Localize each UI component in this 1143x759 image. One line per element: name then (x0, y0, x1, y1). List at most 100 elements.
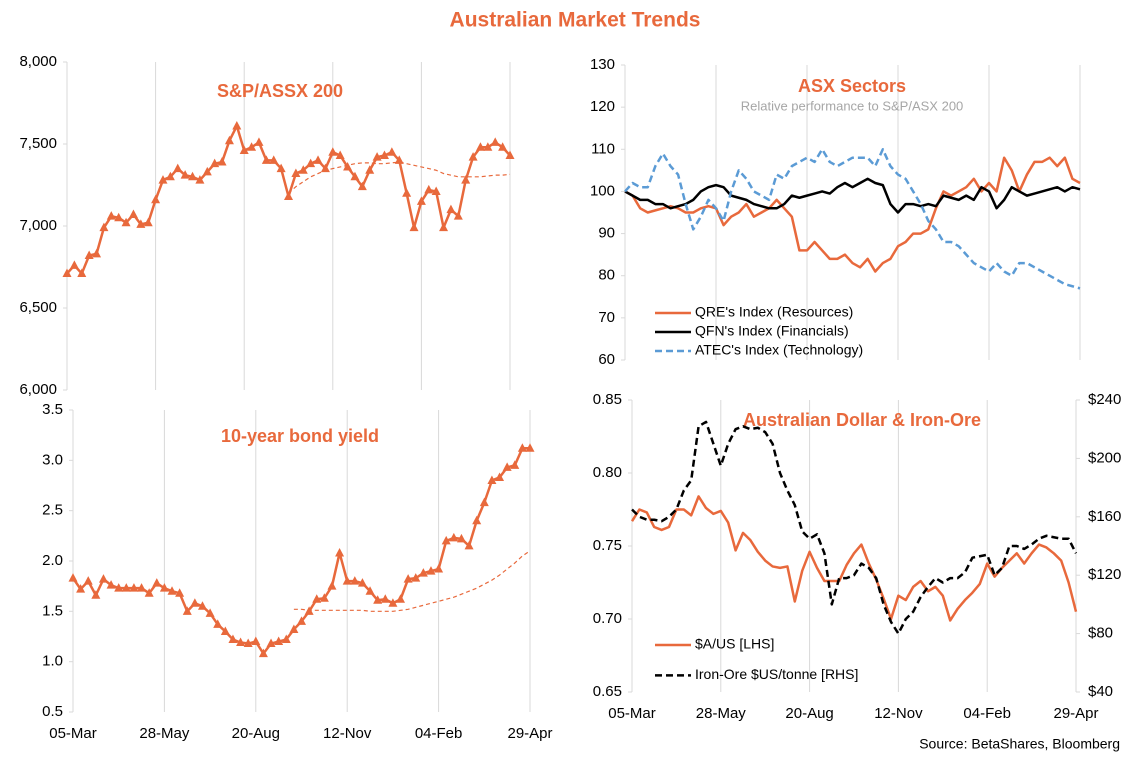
y-tick-label: 0.80 (593, 464, 622, 481)
point-marker (379, 150, 389, 159)
y-tick-label: 3.5 (42, 401, 63, 418)
point-marker (446, 204, 456, 214)
series-line (624, 156, 1081, 273)
chart-title: ASX Sectors (798, 76, 906, 96)
point-marker (92, 248, 102, 258)
legend-label: QFN's Index (Financials) (695, 323, 849, 339)
y-tick-label: 6,500 (19, 299, 57, 316)
point-marker (167, 586, 177, 595)
point-marker (456, 533, 466, 543)
point-marker (439, 222, 449, 232)
point-marker (68, 573, 78, 582)
point-marker (327, 581, 337, 590)
point-marker (197, 601, 207, 610)
y-tick-label: 2.0 (42, 552, 63, 569)
point-marker (335, 150, 345, 159)
point-marker (239, 145, 249, 155)
point-marker (99, 222, 109, 232)
y-tick-label: 7,500 (19, 135, 57, 152)
y-tick-label: 8,000 (19, 53, 57, 70)
x-tick-label: 20-Aug (785, 705, 833, 722)
point-marker (487, 475, 497, 484)
y-tick-label: 80 (598, 267, 615, 284)
y-tick-label: 0.85 (593, 391, 622, 408)
point-marker (151, 194, 161, 204)
x-tick-label: 04-Feb (415, 725, 463, 742)
y2-tick-label: $120 (1088, 566, 1121, 583)
point-marker (479, 497, 489, 507)
point-marker (228, 634, 238, 644)
point-marker (495, 472, 505, 481)
y2-tick-label: $40 (1088, 683, 1113, 700)
point-marker (152, 578, 162, 587)
point-marker (69, 260, 79, 269)
point-marker (254, 137, 264, 146)
point-marker (297, 616, 306, 625)
point-marker (276, 163, 286, 173)
point-marker (236, 637, 246, 647)
point-marker (449, 532, 459, 542)
point-marker (158, 175, 168, 184)
point-marker (319, 593, 329, 602)
x-tick-label: 12-Nov (323, 725, 372, 742)
point-marker (136, 219, 146, 228)
source-note: Source: BetaShares, Bloomberg (919, 736, 1120, 752)
y-tick-label: 0.75 (593, 537, 622, 554)
chart-title: Australian Dollar & Iron-Ore (743, 410, 981, 430)
point-marker (441, 535, 451, 545)
point-marker (402, 188, 412, 197)
y-tick-label: 1.5 (42, 602, 63, 619)
point-marker (251, 636, 261, 646)
point-marker (175, 588, 185, 597)
chart-subtitle: Relative performance to S&P/ASX 200 (741, 98, 964, 113)
x-tick-label: 20-Aug (232, 725, 280, 742)
point-marker (213, 619, 223, 628)
x-tick-label: 29-Apr (507, 725, 552, 742)
point-marker (483, 142, 493, 151)
point-marker (306, 158, 316, 168)
page-title: Australian Market Trends (450, 9, 701, 32)
point-marker (129, 583, 139, 592)
legend-label: QRE's Index (Resources) (695, 304, 853, 320)
y-tick-label: 110 (591, 140, 615, 157)
point-marker (210, 158, 220, 168)
chart-title: 10-year bond yield (221, 426, 379, 446)
x-tick-label: 12-Nov (874, 705, 923, 722)
point-marker (517, 443, 527, 452)
point-marker (490, 137, 500, 146)
y2-tick-label: $160 (1088, 508, 1121, 525)
y2-tick-label: $80 (1088, 625, 1113, 642)
y-tick-label: 60 (598, 351, 615, 368)
point-marker (424, 184, 434, 194)
y-tick-label: 1.0 (42, 653, 63, 670)
y-tick-label: 90 (598, 225, 615, 242)
point-marker (298, 165, 308, 174)
point-marker (274, 636, 284, 646)
point-marker (291, 168, 301, 178)
point-marker (144, 588, 154, 597)
legend-label: ATEC's Index (Technology) (695, 342, 863, 358)
point-marker (453, 211, 463, 220)
point-marker (313, 155, 323, 164)
point-marker (202, 166, 212, 176)
point-marker (180, 170, 190, 179)
point-marker (143, 217, 153, 227)
point-marker (431, 186, 441, 196)
y-tick-label: 6,000 (19, 381, 57, 398)
point-marker (232, 120, 242, 130)
point-marker (76, 584, 86, 593)
x-tick-label: 04-Feb (963, 705, 1011, 722)
series-line (631, 420, 1078, 635)
point-marker (388, 598, 398, 607)
y-tick-label: 120 (590, 98, 615, 115)
point-marker (403, 574, 413, 583)
y-tick-label: 0.65 (593, 683, 622, 700)
point-marker (106, 211, 116, 220)
point-marker (84, 250, 94, 260)
point-marker (205, 608, 215, 617)
point-marker (98, 574, 108, 583)
point-marker (188, 171, 198, 181)
point-marker (289, 624, 299, 633)
point-marker (121, 217, 131, 227)
